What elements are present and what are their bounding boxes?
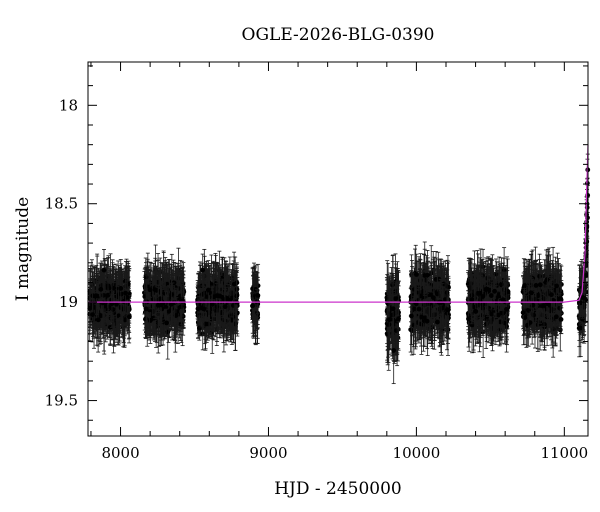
x-tick-label: 8000	[101, 444, 139, 462]
y-tick-label: 18.5	[45, 195, 78, 213]
y-axis-label: I magnitude	[13, 197, 33, 301]
data-point	[95, 298, 101, 342]
x-tick-label: 10000	[393, 444, 441, 462]
data-point	[123, 272, 128, 314]
x-tick-label: 11000	[540, 444, 588, 462]
x-axis-label: HJD - 2450000	[274, 479, 402, 499]
y-tick-label: 19	[59, 293, 78, 311]
y-tick-label: 19.5	[45, 392, 78, 410]
data-point	[105, 278, 111, 312]
chart-title: OGLE-2026-BLG-0390	[242, 25, 435, 45]
data-point	[118, 259, 124, 318]
data-point	[98, 277, 104, 302]
data-point	[124, 280, 130, 315]
data-point	[101, 272, 106, 319]
y-axis-ticks: 18 18.5 19 19.5	[45, 65, 588, 421]
data-point	[90, 286, 95, 343]
y-tick-label: 18	[59, 96, 78, 114]
plot-frame	[87, 61, 589, 437]
data-point	[98, 298, 104, 333]
data-points	[87, 153, 591, 385]
x-tick-label: 9000	[249, 444, 287, 462]
data-point	[114, 275, 119, 333]
